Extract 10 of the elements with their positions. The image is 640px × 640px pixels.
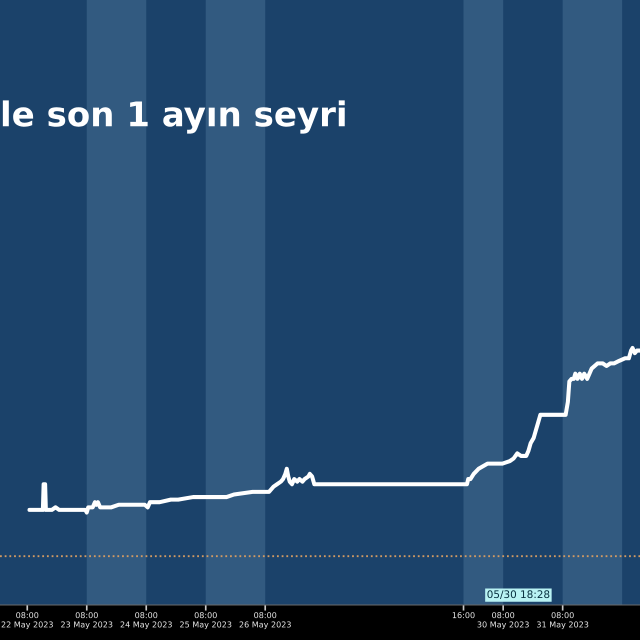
x-tick-label: 16:00	[452, 612, 475, 618]
chart-title: le son 1 ayın seyri	[2, 100, 345, 134]
x-tick-label: 08:00 23 May 2023	[61, 612, 112, 630]
x-tick-label: 08:00 25 May 2023	[180, 612, 232, 630]
x-tick-label: 08:00 26 May 2023	[240, 612, 291, 630]
annotation: 05/30 18:28	[487, 590, 550, 599]
x-tick-label: 08:00 30 May 2023	[478, 612, 529, 630]
x-tick-label: 08:00 22 May 2023	[2, 612, 53, 630]
x-tick-label: 08:00 31 May 2023	[537, 612, 588, 630]
x-tick-label: 08:00 24 May 2023	[120, 612, 172, 630]
